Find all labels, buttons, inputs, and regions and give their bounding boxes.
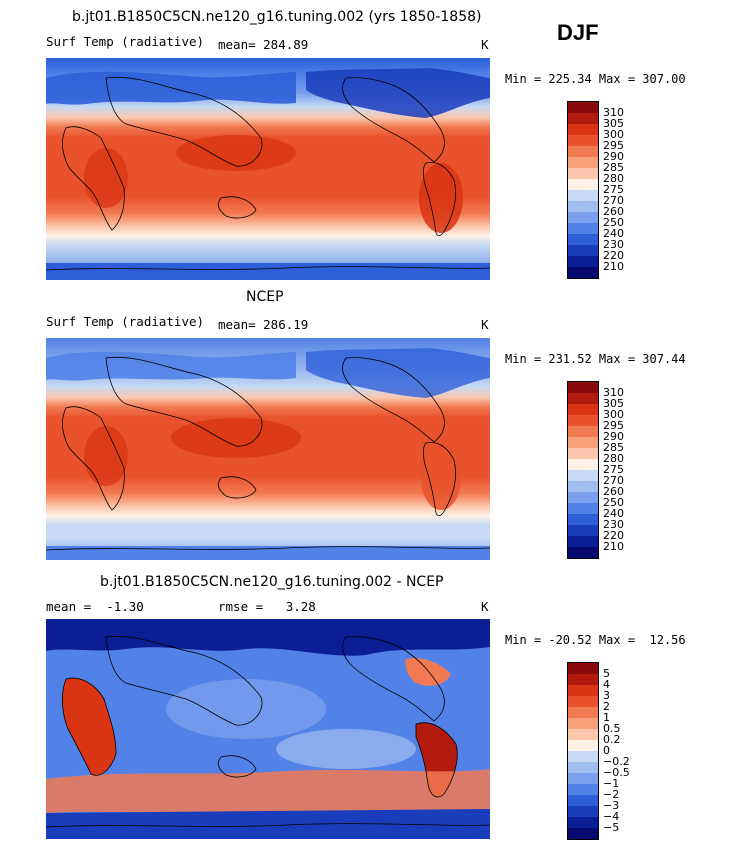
- colorbar-tick: 290: [603, 430, 624, 443]
- units-label: K: [481, 37, 489, 52]
- colorbar-tick: 250: [603, 496, 624, 509]
- colorbar-tick: 220: [603, 529, 624, 542]
- colorbar-tick: 5: [603, 667, 610, 680]
- colorbar-tick: −1: [603, 777, 620, 790]
- colorbar-tick: 305: [603, 117, 624, 130]
- min-max-label: Min = 225.34 Max = 307.00: [505, 72, 686, 86]
- surface-temperature-map: [46, 58, 490, 280]
- colorbar-tick: 300: [603, 408, 624, 421]
- colorbar-tick: 220: [603, 249, 624, 262]
- colorbar-tick: 280: [603, 172, 624, 185]
- colorbar-tick: −4: [603, 810, 620, 823]
- colorbar-tick: 270: [603, 474, 624, 487]
- colorbar-tick: 290: [603, 150, 624, 163]
- colorbar-tick: 0.5: [603, 722, 621, 735]
- colorbar-tick: 295: [603, 419, 624, 432]
- units-label: K: [481, 599, 489, 614]
- colorbar-tick: 240: [603, 227, 624, 240]
- colorbar-tick: 275: [603, 183, 624, 196]
- panel-title: NCEP: [246, 289, 284, 305]
- colorbar: [567, 101, 599, 279]
- units-label: K: [481, 317, 489, 332]
- colorbar-tick: 210: [603, 260, 624, 273]
- rmse-label: rmse = 3.28: [218, 599, 316, 614]
- variable-label: Surf Temp (radiative): [46, 34, 205, 49]
- colorbar-tick: 305: [603, 397, 624, 410]
- variable-label: Surf Temp (radiative): [46, 314, 205, 329]
- colorbar-tick: 3: [603, 689, 610, 702]
- colorbar-tick: 240: [603, 507, 624, 520]
- colorbar-tick: 260: [603, 485, 624, 498]
- colorbar-tick: 2: [603, 700, 610, 713]
- colorbar-tick: 295: [603, 139, 624, 152]
- panel-title: b.jt01.B1850C5CN.ne120_g16.tuning.002 - …: [100, 574, 444, 590]
- colorbar-tick: 285: [603, 161, 624, 174]
- colorbar-tick: −3: [603, 799, 620, 812]
- colorbar-tick: 250: [603, 216, 624, 229]
- season-label: DJF: [557, 20, 599, 45]
- min-max-label: Min = -20.52 Max = 12.56: [505, 633, 686, 647]
- difference-map: [46, 619, 490, 839]
- panel-title: b.jt01.B1850C5CN.ne120_g16.tuning.002 (y…: [72, 9, 482, 25]
- colorbar-tick: −0.2: [603, 755, 630, 768]
- colorbar: [567, 381, 599, 559]
- colorbar-tick: 270: [603, 194, 624, 207]
- surface-temperature-map: [46, 338, 490, 560]
- colorbar-tick: 275: [603, 463, 624, 476]
- colorbar-tick: 280: [603, 452, 624, 465]
- colorbar-tick: 260: [603, 205, 624, 218]
- colorbar-tick: 310: [603, 386, 624, 399]
- colorbar-tick: −5: [603, 821, 620, 834]
- colorbar-tick: −2: [603, 788, 620, 801]
- colorbar-tick: 230: [603, 518, 624, 531]
- colorbar-tick: 4: [603, 678, 610, 691]
- mean-label: mean= 284.89: [218, 37, 309, 52]
- colorbar-tick: 230: [603, 238, 624, 251]
- colorbar-tick: 310: [603, 106, 624, 119]
- colorbar-tick: 300: [603, 128, 624, 141]
- min-max-label: Min = 231.52 Max = 307.44: [505, 352, 686, 366]
- colorbar-tick: 0: [603, 744, 610, 757]
- colorbar-tick: 0.2: [603, 733, 621, 746]
- colorbar: [567, 662, 599, 840]
- colorbar-tick: 285: [603, 441, 624, 454]
- colorbar-tick: 1: [603, 711, 610, 724]
- mean-label: mean= 286.19: [218, 317, 309, 332]
- mean-label: mean = -1.30: [46, 599, 144, 614]
- colorbar-tick: −0.5: [603, 766, 630, 779]
- colorbar-tick: 210: [603, 540, 624, 553]
